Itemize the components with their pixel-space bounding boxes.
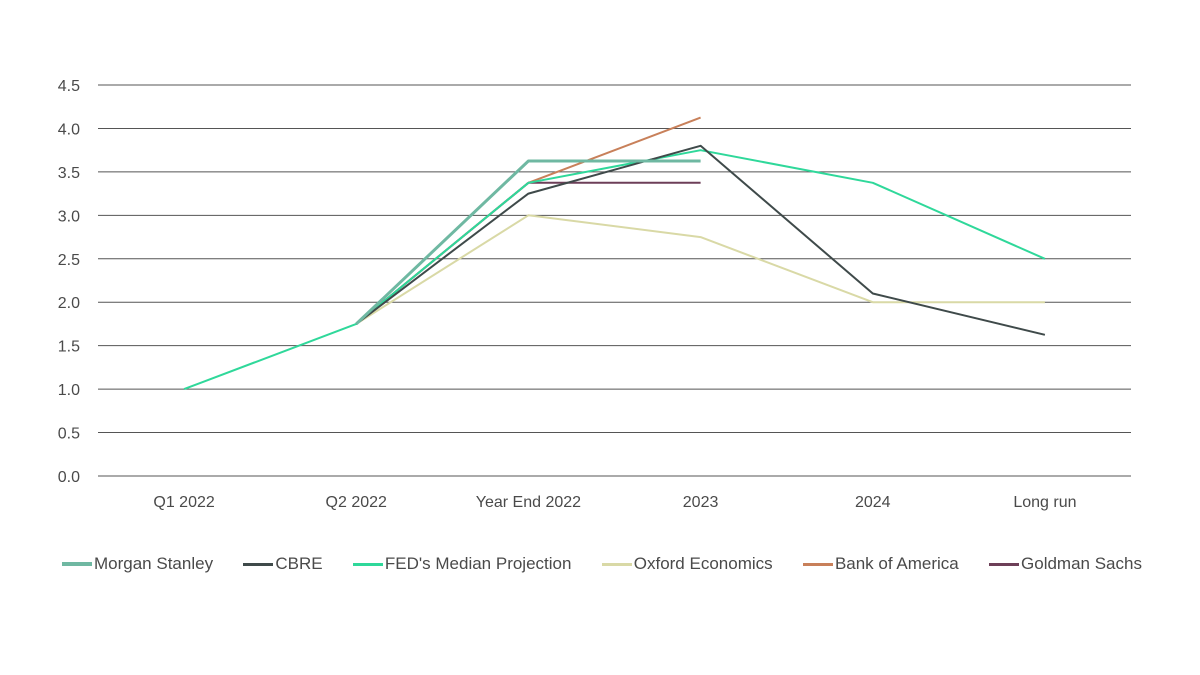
y-tick-label: 2.0 xyxy=(58,295,80,312)
legend-label: FED's Median Projection xyxy=(384,554,572,573)
series-line-oxford-economics xyxy=(355,214,1045,325)
series-line-fed-s-median-projection xyxy=(183,149,1046,391)
legend-swatch xyxy=(352,562,383,566)
series-line-cbre xyxy=(355,144,1046,336)
legend-label: Morgan Stanley xyxy=(94,554,214,573)
x-tick-label: Q2 2022 xyxy=(326,494,387,511)
legend-swatch xyxy=(802,562,833,566)
legend-swatch xyxy=(62,562,92,566)
legend-swatch xyxy=(989,562,1020,566)
y-tick-label: 0.0 xyxy=(58,469,80,486)
x-tick-label: 2023 xyxy=(683,494,719,511)
series-line-morgan-stanley xyxy=(355,159,701,325)
x-tick-label: Year End 2022 xyxy=(476,494,581,511)
legend-swatch xyxy=(243,562,274,566)
legend-item-goldman-sachs: Goldman Sachs xyxy=(989,554,1142,574)
series-line-bank-of-america xyxy=(355,116,701,325)
legend-item-oxford-economics: Oxford Economics xyxy=(601,554,773,574)
legend-item-fed-s-median-projection: FED's Median Projection xyxy=(352,554,572,574)
legend-item-cbre: CBRE xyxy=(243,554,323,574)
y-tick-label: 3.5 xyxy=(58,165,80,182)
y-tick-label: 2.5 xyxy=(58,252,80,269)
legend-label: Bank of America xyxy=(834,554,959,573)
y-tick-label: 1.0 xyxy=(58,382,80,399)
y-tick-label: 4.5 xyxy=(58,78,80,95)
legend: Morgan Stanley CBRE FED's Median Projectio… xyxy=(62,552,1142,576)
x-tick-label: Q1 2022 xyxy=(153,494,214,511)
legend-label: Oxford Economics xyxy=(633,554,773,573)
y-tick-label: 4.0 xyxy=(58,121,80,138)
y-tick-label: 1.5 xyxy=(58,339,80,356)
legend-label: Goldman Sachs xyxy=(1021,554,1142,573)
y-tick-label: 3.0 xyxy=(58,208,80,225)
legend-swatch xyxy=(601,562,632,566)
x-tick-label: 2024 xyxy=(855,494,891,511)
legend-label: CBRE xyxy=(275,554,323,573)
x-tick-label: Long run xyxy=(1013,494,1076,511)
y-tick-label: 0.5 xyxy=(58,426,80,443)
legend-item-morgan-stanley: Morgan Stanley xyxy=(62,554,213,574)
series-line-goldman-sachs xyxy=(355,181,701,325)
legend-item-bank-of-america: Bank of America xyxy=(802,554,959,574)
